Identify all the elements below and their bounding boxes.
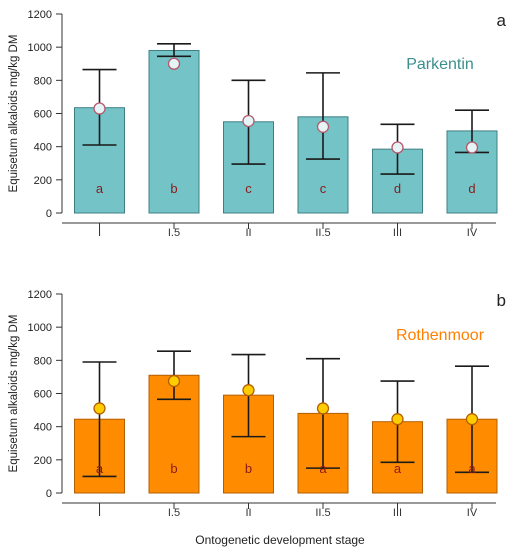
marker-point [465, 413, 479, 426]
y-tick-label: 400 [34, 422, 52, 434]
marker-point [316, 120, 330, 133]
significance-label: a [96, 181, 104, 196]
marker-point [316, 402, 330, 415]
marker-point [242, 114, 255, 128]
x-axis-title: Ontogenetic development stage [195, 533, 365, 547]
marker-point [167, 57, 181, 70]
significance-label: a [319, 461, 327, 476]
significance-label: a [394, 461, 402, 476]
x-tick-label: I.5 [168, 227, 180, 239]
chart-panel-b: 0 200 400 600 800 1000 1200 Equisetum alkaloids… [8, 289, 506, 547]
marker-point [242, 384, 255, 397]
x-tick-label: I [98, 227, 101, 239]
significance-label: a [468, 461, 476, 476]
significance-label: d [468, 181, 475, 196]
marker-point [167, 374, 181, 388]
y-axis-title: Equisetum alkaloids mg/kg DM [8, 315, 20, 473]
panel-letter: b [497, 291, 506, 310]
marker-point [391, 141, 404, 154]
y-tick-label: 0 [46, 488, 52, 500]
y-tick-label: 1200 [28, 9, 52, 21]
y-tick-label: 200 [34, 175, 52, 187]
chart-panel-a: 0 200 400 600 800 1000 1200 Equisetum alkaloids… [8, 9, 507, 239]
x-tick-label: IV [467, 507, 478, 519]
bar [148, 49, 200, 214]
x-tick-label: II [245, 227, 251, 239]
x-tick-label: III [393, 507, 402, 519]
y-axis-title: Equisetum alkaloids mg/kg DM [8, 35, 20, 193]
y-tick-label: 1000 [28, 322, 52, 334]
significance-label: d [394, 181, 401, 196]
significance-label: b [245, 461, 252, 476]
y-tick-label: 800 [34, 75, 52, 87]
marker-point [391, 413, 404, 426]
x-tick-label: I [98, 507, 101, 519]
y-tick-label: 600 [34, 109, 52, 121]
y-tick-label: 0 [46, 208, 52, 220]
significance-label: a [96, 461, 104, 476]
x-tick-label: II.5 [315, 507, 330, 519]
significance-label: b [170, 461, 177, 476]
marker-point [93, 102, 106, 115]
x-tick-label: IV [467, 227, 478, 239]
y-tick-label: 600 [34, 389, 52, 401]
x-tick-label: I.5 [168, 507, 180, 519]
marker-point [465, 141, 479, 154]
significance-label: c [245, 181, 252, 196]
site-label: Rothenmoor [396, 327, 485, 344]
y-tick-label: 200 [34, 455, 52, 467]
x-tick-label: II.5 [315, 227, 330, 239]
panel-letter: a [497, 11, 507, 30]
y-tick-label: 400 [34, 142, 52, 154]
significance-label: b [170, 181, 177, 196]
x-tick-label: II [245, 507, 251, 519]
marker-point [93, 402, 106, 415]
significance-label: c [320, 181, 327, 196]
site-label: Parkentin [406, 56, 474, 73]
y-tick-label: 1000 [28, 42, 52, 54]
y-tick-label: 800 [34, 355, 52, 367]
y-tick-label: 1200 [28, 289, 52, 301]
x-tick-label: III [393, 227, 402, 239]
